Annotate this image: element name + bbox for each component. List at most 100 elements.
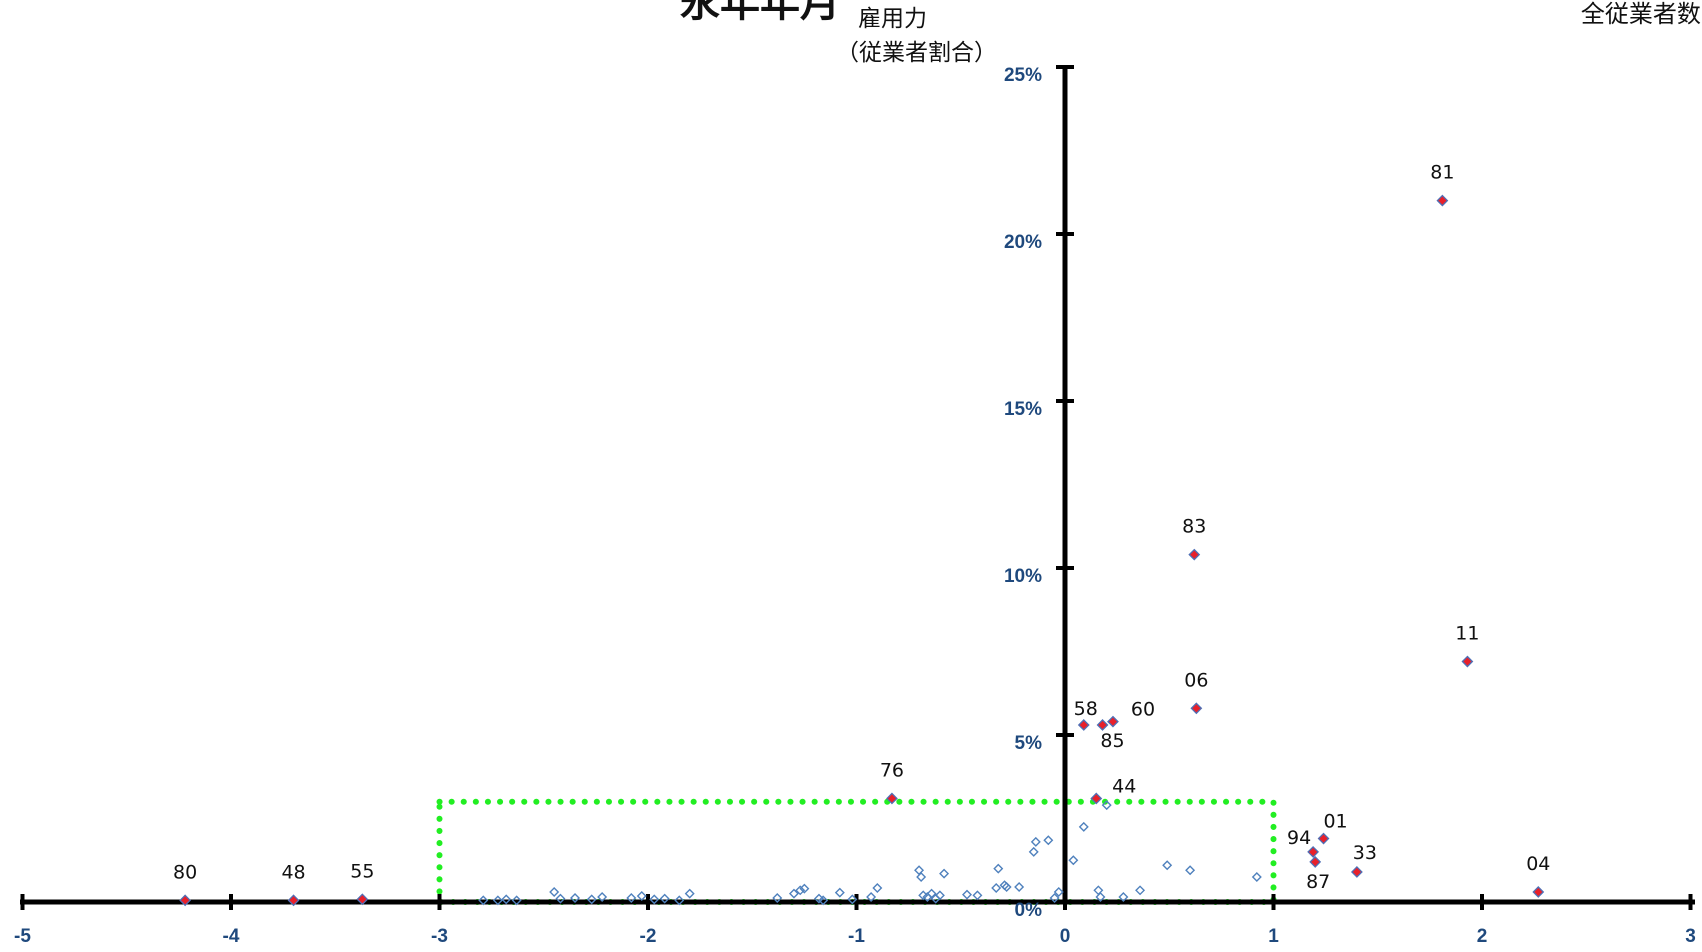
data-point-label: 85 (1100, 730, 1124, 752)
labeled-data-point (356, 893, 369, 906)
minor-data-point (788, 888, 799, 899)
minor-data-point (1043, 835, 1054, 846)
highlight-box (436, 798, 1277, 905)
minor-data-point (478, 895, 489, 906)
data-point-label: 60 (1131, 699, 1155, 721)
minor-data-point (555, 893, 566, 904)
minor-data-point (1135, 885, 1146, 896)
minor-data-point (866, 892, 877, 902)
labeled-data-point (1309, 856, 1322, 868)
x-tick-label: -5 (14, 926, 31, 947)
y-tick-label: 25% (1004, 65, 1042, 86)
labeled-data-point (1090, 792, 1103, 805)
minor-data-point (636, 890, 647, 901)
minor-data-point (772, 893, 783, 903)
minor-data-point (649, 894, 660, 905)
data-point-label: 44 (1112, 775, 1136, 797)
minor-data-point (501, 894, 512, 905)
data-point-label: 76 (880, 759, 904, 781)
minor-data-point (1053, 886, 1064, 897)
y-tick-label: 15% (1004, 399, 1042, 420)
minor-data-point (926, 888, 937, 899)
minor-data-point (1001, 881, 1012, 892)
labeled-data-point (179, 894, 192, 907)
data-point-label: 80 (173, 861, 197, 883)
x-tick-label: 2 (1477, 926, 1488, 947)
minor-data-point (1030, 836, 1041, 847)
labeled-data-point (1077, 719, 1090, 731)
minor-data-point (674, 895, 685, 906)
minor-data-point (991, 882, 1002, 893)
minor-data-point (684, 888, 695, 899)
minor-data-point (962, 889, 972, 900)
minor-data-point (570, 893, 581, 903)
minor-data-point (1095, 892, 1106, 902)
chart-title-fragment: 永年年月 (680, 0, 840, 26)
minor-data-point (1028, 846, 1039, 857)
data-point-label: 33 (1353, 842, 1377, 864)
labeled-data-point (1461, 655, 1474, 668)
data-point-label: 04 (1526, 853, 1550, 875)
minor-data-point (1251, 871, 1262, 882)
minor-data-point (872, 882, 883, 893)
y-tick-label: 0% (1015, 900, 1043, 921)
total-employees-text: 全従業者数 8,18 (1580, 0, 1702, 28)
minor-data-point (1185, 865, 1196, 876)
x-tick-label: -4 (223, 926, 240, 947)
labeled-data-point (1532, 886, 1545, 898)
labeled-data-point (886, 792, 898, 805)
minor-data-point (1049, 893, 1060, 903)
labeled-data-point (1436, 194, 1449, 207)
labeled-data-point (1188, 548, 1201, 561)
x-tick-label: 3 (1685, 926, 1696, 947)
labeled-data-point (1307, 845, 1320, 858)
minor-data-point (492, 895, 503, 906)
data-point-label: 83 (1182, 516, 1206, 538)
minor-data-point (934, 890, 945, 901)
data-point-label: 81 (1430, 162, 1454, 184)
data-point-label: 01 (1323, 811, 1347, 833)
minor-data-point (626, 893, 637, 903)
y-axis-label-line1: 雇用力 (858, 6, 927, 32)
x-tick-label: 0 (1060, 926, 1071, 947)
minor-data-point (939, 868, 950, 879)
minor-data-point (659, 893, 670, 904)
minor-data-point (586, 894, 597, 905)
minor-data-point (795, 885, 806, 896)
labeled-data-point (287, 894, 300, 907)
labeled-data-point (1350, 866, 1363, 878)
minor-data-point (1068, 855, 1079, 866)
labeled-data-point (1190, 702, 1203, 715)
minor-data-point (549, 886, 560, 897)
minor-data-point (1162, 860, 1173, 871)
data-point-label: 06 (1184, 669, 1208, 691)
minor-data-point (916, 871, 927, 882)
x-tick-label: -2 (640, 926, 657, 947)
labeled-data-point (1107, 715, 1119, 728)
minor-data-point (1101, 800, 1112, 811)
labeled-data-point (1317, 832, 1330, 845)
data-point-label: 48 (281, 861, 305, 883)
data-point-label: 55 (350, 860, 374, 882)
minor-data-point (818, 895, 829, 906)
minor-data-point (1118, 892, 1129, 902)
minor-data-point (834, 887, 845, 898)
y-axis-label-line2: （従業者割合） (836, 40, 997, 66)
minor-data-point (799, 883, 810, 894)
data-point-label: 87 (1306, 871, 1330, 893)
minor-data-point (597, 892, 608, 902)
x-tick-label: -3 (431, 926, 448, 947)
x-tick-label: -1 (848, 926, 865, 947)
minor-data-point (993, 863, 1004, 874)
labeled-data-point (1096, 719, 1109, 731)
data-point-label: 94 (1287, 827, 1311, 849)
y-tick-label: 10% (1004, 566, 1042, 587)
y-tick-label: 20% (1004, 232, 1042, 253)
minor-data-point (972, 890, 983, 901)
x-tick-label: 1 (1268, 926, 1279, 947)
minor-data-point (1078, 821, 1089, 832)
minor-data-point (847, 894, 858, 905)
minor-data-point (1014, 881, 1025, 892)
y-tick-label: 5% (1015, 733, 1043, 754)
data-point-label: 11 (1455, 623, 1479, 645)
